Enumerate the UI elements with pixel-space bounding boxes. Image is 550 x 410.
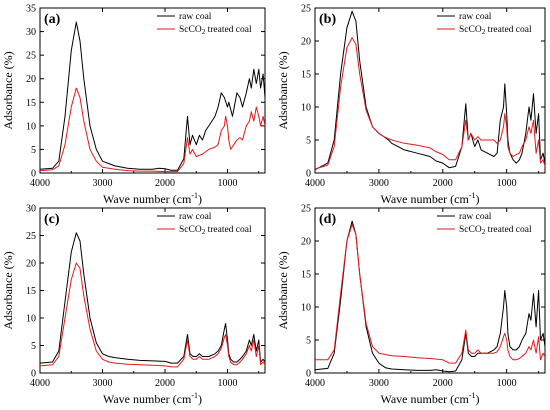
plot-frame <box>314 7 546 174</box>
legend-raw-label: raw coal <box>179 12 212 22</box>
y-tick-label: 10 <box>26 314 36 325</box>
panel-b: 4000 3000 2000 1000 0 5 10 15 20 25 (b) raw coal ScC… <box>276 4 546 206</box>
y-axis-title: Adsorbance (%) <box>276 251 290 329</box>
legend-treated-label: ScCO2 treated coal <box>459 25 532 36</box>
y-tick-label: 15 <box>26 98 36 109</box>
x-tick-label: 1000 <box>218 378 238 389</box>
raw-coal-line <box>314 220 546 373</box>
x-axis-title: Wave number (cm-1) <box>103 391 202 406</box>
panel-label: (b) <box>319 12 336 27</box>
x-tick-label: 1000 <box>497 378 517 389</box>
y-axis-title: Adsorbance (%) <box>1 51 15 129</box>
legend-raw-label: raw coal <box>179 212 212 222</box>
x-axis-title: Wave number (cm-1) <box>103 191 202 206</box>
y-tick-label: 15 <box>301 70 311 81</box>
x-tick-label: 4000 <box>30 178 50 189</box>
y-tick-label: 15 <box>301 270 311 281</box>
y-tick-label: 10 <box>26 121 36 132</box>
y-tick-label: 0 <box>31 369 36 380</box>
x-tick-label: 4000 <box>305 378 325 389</box>
x-tick-label: 3000 <box>93 378 113 389</box>
x-axis-title: Wave number (cm-1) <box>380 191 479 206</box>
y-tick-label: 5 <box>31 145 36 156</box>
panel-label: (a) <box>44 12 61 27</box>
raw-coal-line <box>39 232 266 364</box>
y-tick-label: 20 <box>301 237 311 248</box>
y-tick-label: 35 <box>26 4 36 15</box>
treated-coal-line <box>39 87 266 173</box>
x-tick-label: 3000 <box>369 178 389 189</box>
x-tick-label: 3000 <box>93 178 113 189</box>
y-tick-label: 30 <box>26 204 36 215</box>
y-tick-label: 10 <box>301 103 311 114</box>
plot-frame <box>314 207 546 374</box>
x-tick-label: 2000 <box>433 178 453 189</box>
y-tick-label: 25 <box>26 231 36 242</box>
raw-coal-line <box>314 10 546 171</box>
treated-coal-line <box>314 37 546 170</box>
y-tick-label: 15 <box>26 286 36 297</box>
plot-frame <box>39 7 266 174</box>
x-tick-label: 4000 <box>305 178 325 189</box>
y-tick-label: 25 <box>301 4 311 15</box>
panel-label: (c) <box>44 212 60 227</box>
legend-treated-label: ScCO2 treated coal <box>459 225 532 236</box>
y-tick-label: 0 <box>31 169 36 180</box>
y-tick-label: 25 <box>301 204 311 215</box>
x-tick-label: 1000 <box>218 178 238 189</box>
panel-c: 4000 3000 2000 1000 0 5 10 15 20 25 30 (c) raw coal S… <box>1 204 266 406</box>
raw-coal-line <box>39 21 266 171</box>
y-axis-title: Adsorbance (%) <box>1 251 15 329</box>
y-tick-label: 25 <box>26 51 36 62</box>
x-axis-title: Wave number (cm-1) <box>380 391 479 406</box>
y-tick-label: 10 <box>301 303 311 314</box>
y-tick-label: 5 <box>306 136 311 147</box>
x-tick-label: 2000 <box>155 178 175 189</box>
y-tick-label: 0 <box>306 169 311 180</box>
y-tick-label: 20 <box>26 74 36 85</box>
x-tick-label: 2000 <box>155 378 175 389</box>
panel-a: 4000 3000 2000 1000 0 5 10 15 20 25 30 35 (a) raw coa… <box>1 4 266 206</box>
y-tick-label: 5 <box>306 336 311 347</box>
treated-coal-line <box>39 262 266 368</box>
y-tick-label: 20 <box>301 37 311 48</box>
y-tick-label: 20 <box>26 259 36 270</box>
x-tick-label: 4000 <box>30 378 50 389</box>
y-tick-label: 0 <box>306 369 311 380</box>
panel-d: 4000 3000 2000 1000 0 5 10 15 20 25 (d) raw coal ScC… <box>276 204 546 406</box>
treated-coal-line <box>315 224 546 364</box>
y-axis-title: Adsorbance (%) <box>276 51 290 129</box>
y-tick-label: 30 <box>26 27 36 38</box>
legend-raw-label: raw coal <box>459 212 492 222</box>
x-tick-label: 1000 <box>497 178 517 189</box>
legend-raw-label: raw coal <box>459 12 492 22</box>
x-tick-label: 2000 <box>433 378 453 389</box>
x-tick-label: 3000 <box>369 378 389 389</box>
legend-treated-label: ScCO2 treated coal <box>179 25 252 36</box>
panel-label: (d) <box>319 212 336 227</box>
legend-treated-label: ScCO2 treated coal <box>179 225 252 236</box>
y-tick-label: 5 <box>31 341 36 352</box>
